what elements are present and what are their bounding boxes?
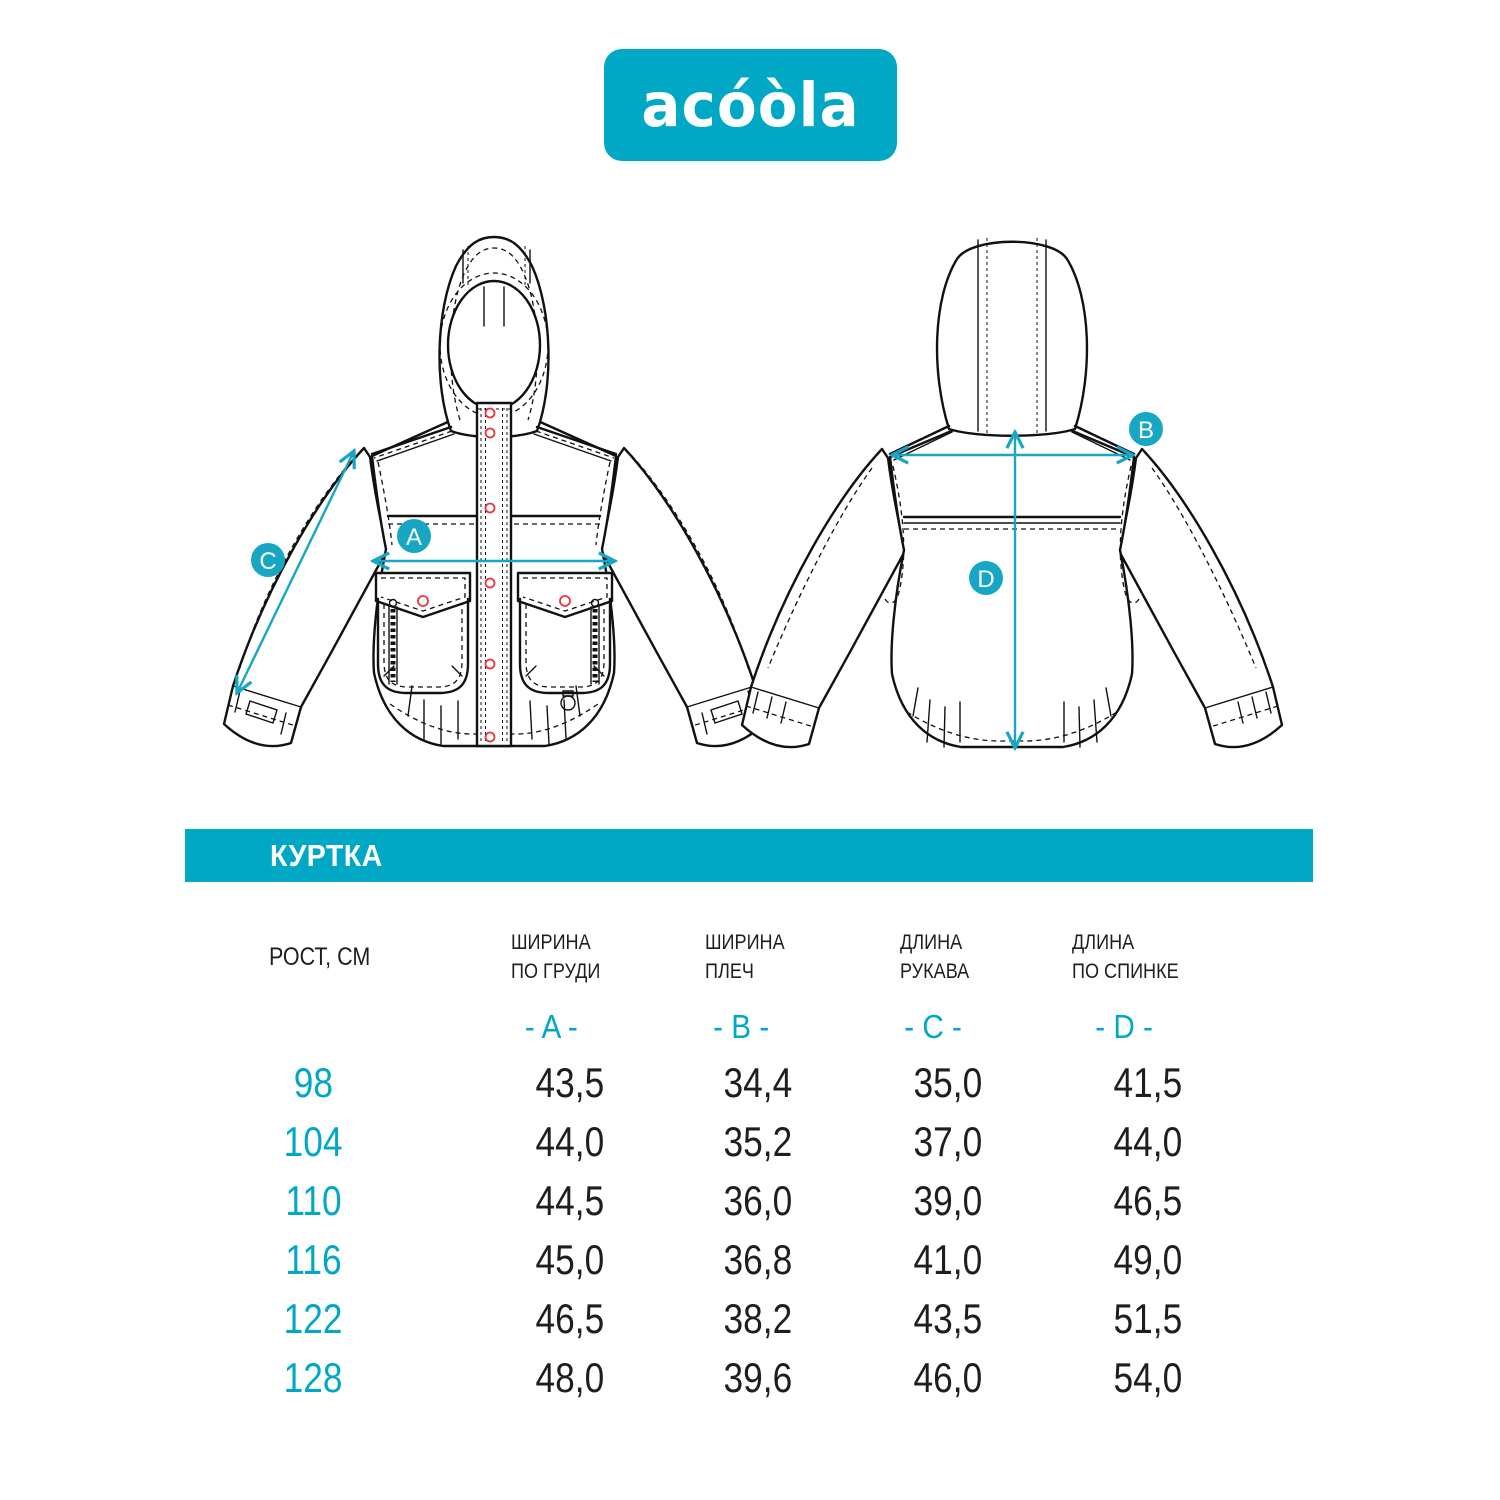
value-cell-c: 37,0	[913, 1118, 983, 1165]
value-cell-c: 43,5	[913, 1295, 983, 1342]
jacket-technical-drawing: A C B D	[222, 235, 1284, 820]
left-pocket	[374, 571, 472, 695]
measure-arrow-c	[237, 451, 354, 693]
size-cell: 128	[283, 1354, 343, 1401]
value-cell-d: 49,0	[1113, 1236, 1183, 1283]
row-header: РОСТ, СМ	[269, 943, 371, 971]
measure-marker-a	[397, 519, 431, 553]
column-header-b: ШИРИНА ПЛЕЧ	[705, 931, 785, 983]
value-cell-d: 46,5	[1113, 1177, 1183, 1224]
brand-logo-text: acóòla	[641, 69, 860, 141]
value-cell-a: 46,5	[535, 1295, 605, 1342]
measure-marker-d	[969, 561, 1003, 595]
measure-letter-b: B	[1138, 417, 1154, 444]
size-cell: 122	[283, 1295, 343, 1342]
size-cell: 104	[283, 1118, 343, 1165]
value-cell-d: 44,0	[1113, 1118, 1183, 1165]
column-code-a: - A -	[524, 1008, 578, 1045]
value-cell-b: 35,2	[723, 1118, 793, 1165]
size-cell: 98	[293, 1059, 333, 1106]
front-placket	[475, 401, 513, 748]
value-cell-a: 44,0	[535, 1118, 605, 1165]
back-view-drawing	[740, 238, 1284, 749]
value-cell-b: 38,2	[723, 1295, 793, 1342]
size-cell: 116	[284, 1236, 342, 1283]
value-cell-c: 46,0	[913, 1354, 983, 1401]
measure-marker-c	[251, 543, 285, 577]
column-header-a: ШИРИНА ПО ГРУДИ	[511, 931, 601, 983]
value-cell-a: 43,5	[535, 1059, 605, 1106]
value-cell-d: 51,5	[1113, 1295, 1183, 1342]
value-cell-c: 41,0	[913, 1236, 983, 1283]
value-cell-a: 48,0	[535, 1354, 605, 1401]
column-code-d: - D -	[1095, 1008, 1153, 1045]
measure-marker-b	[1129, 412, 1163, 446]
brand-logo: acóòla	[604, 49, 897, 161]
section-banner: КУРТКА	[185, 829, 1313, 882]
value-cell-b: 39,6	[723, 1354, 793, 1401]
value-cell-d: 54,0	[1113, 1354, 1183, 1401]
measure-letter-d: D	[977, 566, 994, 593]
column-header-c: ДЛИНА РУКАВА	[900, 931, 970, 983]
cuff-tab	[245, 700, 278, 724]
value-cell-a: 45,0	[535, 1236, 605, 1283]
column-code-c: - C -	[904, 1008, 962, 1045]
measure-letter-c: C	[259, 548, 276, 575]
value-cell-c: 35,0	[913, 1059, 983, 1106]
value-cell-b: 36,0	[723, 1177, 793, 1224]
value-cell-a: 44,5	[535, 1177, 605, 1224]
column-header-d: ДЛИНА ПО СПИНКЕ	[1072, 931, 1179, 983]
value-cell-d: 41,5	[1113, 1059, 1183, 1106]
value-cell-c: 39,0	[913, 1177, 983, 1224]
value-cell-b: 36,8	[723, 1236, 793, 1283]
snap-buttons	[484, 407, 496, 743]
value-cell-b: 34,4	[723, 1059, 793, 1106]
section-title: КУРТКА	[270, 838, 383, 873]
measure-letter-a: A	[406, 524, 422, 551]
drawcord-toggle	[562, 690, 574, 697]
cuff-tab	[710, 700, 743, 724]
front-view-drawing	[222, 235, 766, 748]
measurement-marks: A C B D	[237, 412, 1163, 748]
column-code-b: - B -	[712, 1008, 770, 1045]
size-cell: 110	[284, 1177, 342, 1224]
right-pocket	[516, 571, 614, 695]
